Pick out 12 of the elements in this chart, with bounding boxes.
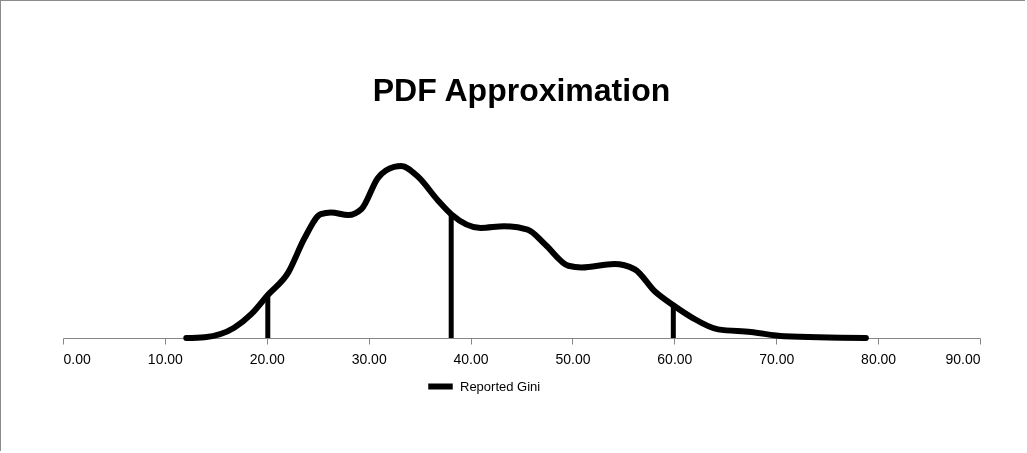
x-tick-label: 70.00 — [759, 350, 795, 367]
x-tick-label: 40.00 — [453, 350, 489, 367]
x-tick-label: 30.00 — [351, 350, 387, 367]
legend-label: Reported Gini — [460, 378, 541, 394]
x-tick-label: 60.00 — [657, 350, 693, 367]
x-tick-label: 0.00 — [63, 350, 91, 367]
x-tick-label: 90.00 — [945, 350, 981, 367]
x-tick-label: 10.00 — [147, 350, 184, 367]
x-tick-label: 80.00 — [861, 350, 897, 367]
x-tick-label: 50.00 — [555, 350, 591, 367]
x-tick-label: 20.00 — [249, 350, 285, 367]
chart-title: PDF Approximation — [372, 72, 671, 108]
